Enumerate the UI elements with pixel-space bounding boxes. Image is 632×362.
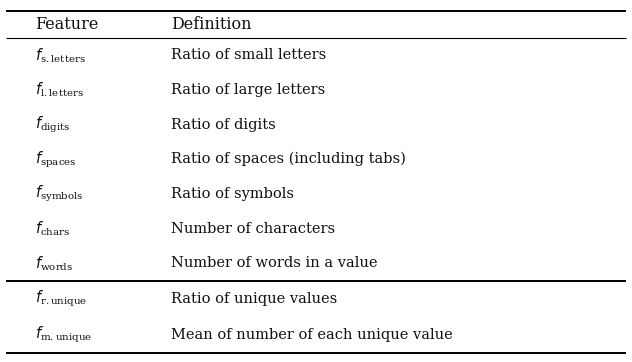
Text: $f_{\mathregular{chars}}$: $f_{\mathregular{chars}}$ <box>35 219 70 238</box>
Text: $f_{\mathregular{words}}$: $f_{\mathregular{words}}$ <box>35 254 73 273</box>
Text: $f_{\mathregular{spaces}}$: $f_{\mathregular{spaces}}$ <box>35 149 76 169</box>
Text: Number of words in a value: Number of words in a value <box>171 256 377 270</box>
Text: Definition: Definition <box>171 16 251 33</box>
Text: $f_{\mathregular{r.unique}}$: $f_{\mathregular{r.unique}}$ <box>35 289 87 309</box>
Text: $f_{\mathregular{l.letters}}$: $f_{\mathregular{l.letters}}$ <box>35 81 83 99</box>
Text: Ratio of unique values: Ratio of unique values <box>171 292 337 306</box>
Text: Ratio of large letters: Ratio of large letters <box>171 83 325 97</box>
Text: Number of characters: Number of characters <box>171 222 335 236</box>
Text: Feature: Feature <box>35 16 98 33</box>
Text: $f_{\mathregular{m.unique}}$: $f_{\mathregular{m.unique}}$ <box>35 325 92 345</box>
Text: Ratio of small letters: Ratio of small letters <box>171 49 326 62</box>
Text: Ratio of digits: Ratio of digits <box>171 118 276 132</box>
Text: Ratio of symbols: Ratio of symbols <box>171 187 294 201</box>
Text: $f_{\mathregular{s.letters}}$: $f_{\mathregular{s.letters}}$ <box>35 46 86 65</box>
Text: $f_{\mathregular{digits}}$: $f_{\mathregular{digits}}$ <box>35 114 70 135</box>
Text: $f_{\mathregular{symbols}}$: $f_{\mathregular{symbols}}$ <box>35 184 83 204</box>
Text: Ratio of spaces (including tabs): Ratio of spaces (including tabs) <box>171 152 406 167</box>
Text: Mean of number of each unique value: Mean of number of each unique value <box>171 328 453 342</box>
